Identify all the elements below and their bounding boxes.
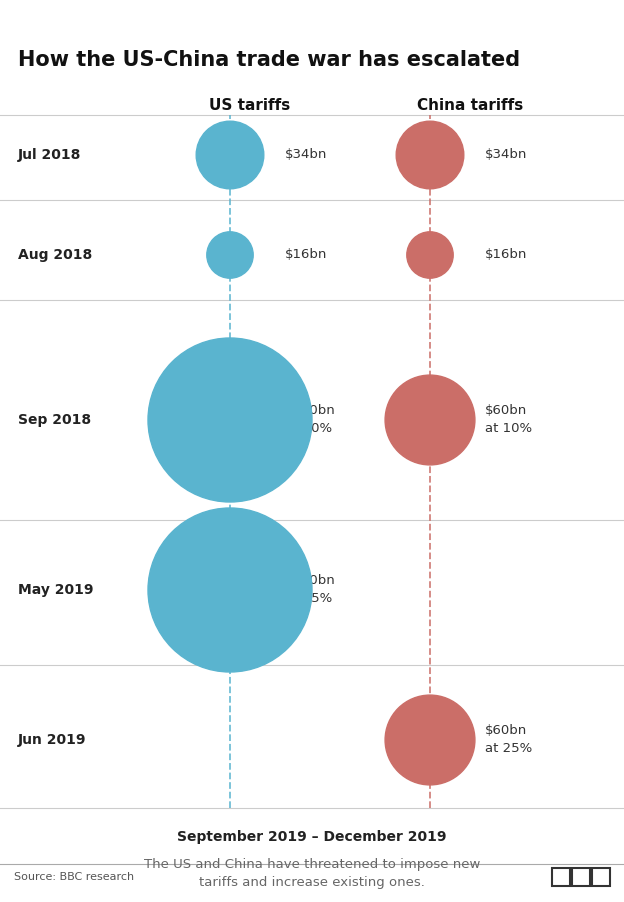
Text: Aug 2018: Aug 2018: [18, 248, 92, 262]
Text: $200bn
at 10%: $200bn at 10%: [285, 404, 336, 436]
Text: Source: BBC research: Source: BBC research: [14, 872, 134, 882]
Text: $60bn
at 10%: $60bn at 10%: [485, 404, 532, 436]
Text: $16bn: $16bn: [285, 248, 328, 262]
Circle shape: [148, 508, 312, 672]
Text: $200bn
at 25%: $200bn at 25%: [285, 575, 336, 605]
Text: How the US-China trade war has escalated: How the US-China trade war has escalated: [18, 50, 520, 70]
Circle shape: [385, 375, 475, 465]
Text: C: C: [597, 872, 605, 882]
Bar: [592, 868, 610, 886]
Text: Jun 2019: Jun 2019: [18, 733, 87, 747]
Circle shape: [207, 232, 253, 278]
Text: $16bn: $16bn: [485, 248, 527, 262]
Circle shape: [148, 338, 312, 502]
Text: Jul 2018: Jul 2018: [18, 148, 81, 162]
Circle shape: [407, 232, 453, 278]
Circle shape: [385, 695, 475, 785]
Text: May 2019: May 2019: [18, 583, 94, 597]
Text: Sep 2018: Sep 2018: [18, 413, 91, 427]
Text: $34bn: $34bn: [285, 149, 328, 161]
Text: B: B: [557, 872, 565, 882]
Text: $34bn: $34bn: [485, 149, 527, 161]
Text: The US and China have threatened to impose new
tariffs and increase existing one: The US and China have threatened to impo…: [144, 858, 480, 889]
Text: September 2019 – December 2019: September 2019 – December 2019: [177, 830, 447, 844]
Text: $60bn
at 25%: $60bn at 25%: [485, 724, 532, 756]
Circle shape: [396, 121, 464, 189]
Text: China tariffs: China tariffs: [417, 97, 523, 113]
Text: US tariffs: US tariffs: [210, 97, 291, 113]
Bar: [552, 868, 570, 886]
Bar: [572, 868, 590, 886]
Text: B: B: [577, 872, 585, 882]
Circle shape: [196, 121, 264, 189]
